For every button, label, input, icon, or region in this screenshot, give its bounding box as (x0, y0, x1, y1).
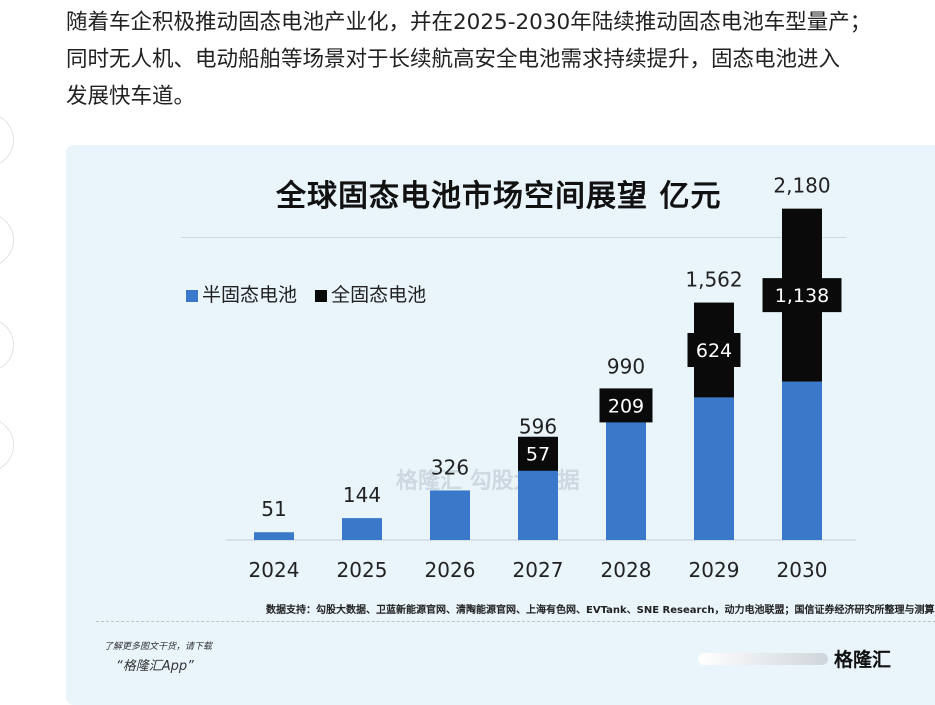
legend-swatch-all-solid (315, 289, 328, 302)
bar-semi-solid-2026 (430, 490, 470, 540)
title-divider (181, 237, 847, 238)
category-label-2024: 2024 (249, 558, 300, 582)
article-line: 随着车企积极推动固态电池产业化，并在2025-2030年陆续推动固态电池车型量产… (66, 10, 872, 35)
bar-semi-solid-2025 (342, 518, 382, 540)
legend-swatch-semi-solid (186, 289, 198, 302)
bar-semi-solid-2024 (254, 532, 294, 540)
category-label-2025: 2025 (337, 558, 388, 582)
promo-line-1: 了解更多图文干货，请下载 (104, 642, 213, 652)
side-action-button[interactable] (0, 113, 14, 167)
segment-label-box-2029 (687, 333, 741, 367)
total-label-2029: 1,562 (685, 268, 742, 292)
total-label-2027: 596 (519, 414, 557, 438)
promo-line-2: “格隆汇App” (116, 659, 194, 674)
segment-label-2028: 209 (608, 395, 644, 417)
side-action-button[interactable] (0, 418, 14, 472)
segment-label-box-2027 (518, 436, 558, 471)
legend-label-semi-solid: 半固态电池 (202, 284, 298, 306)
article-text: 随着车企积极推动固态电池产业化，并在2025-2030年陆续推动固态电池车型量产… (66, 4, 935, 115)
side-action-button[interactable] (0, 318, 14, 372)
total-label-2024: 51 (261, 497, 286, 521)
chart-legend: 半固态电池 全固态电池 (186, 280, 438, 307)
segment-label-box-2028 (599, 388, 653, 423)
segment-label-2029: 624 (696, 340, 732, 362)
category-label-2028: 2028 (601, 558, 652, 582)
total-label-2028: 990 (607, 355, 645, 379)
category-label-2026: 2026 (425, 558, 476, 582)
article-line: 发展快车道。 (66, 84, 196, 109)
bar-semi-solid-2030 (782, 381, 822, 540)
category-label-2029: 2029 (689, 558, 740, 582)
category-label-2027: 2027 (513, 558, 564, 582)
brand-logo: 格隆汇 (834, 649, 892, 671)
legend-item-all-solid: 全固态电池 (315, 284, 426, 306)
stacked-bar-chart: 51 2024 144 2025 326 2026 57 596 2027 209 990 2028 6… (226, 174, 856, 582)
segment-label-2030: 1,138 (775, 285, 829, 307)
category-label-2030: 2030 (777, 558, 828, 582)
article-line: 同时无人机、电动船舶等场景对于长续航高安全电池需求持续提升，固态电池进入 (66, 47, 841, 72)
segment-label-box-2030 (762, 278, 842, 313)
bar-semi-solid-2027 (518, 458, 558, 540)
promo-divider (96, 621, 935, 622)
total-label-2030: 2,180 (773, 174, 830, 198)
chart-title: 全球固态电池市场空间展望 亿元 (276, 179, 722, 214)
bar-semi-solid-2028 (606, 421, 646, 540)
legend-label-all-solid: 全固态电池 (331, 284, 427, 306)
total-label-2025: 144 (343, 483, 381, 507)
chart-image-card: 全球固态电池市场空间展望 亿元 半固态电池 全固态电池 格隆汇 勾股大数据 51… (66, 145, 935, 705)
total-label-2026: 326 (431, 455, 469, 479)
segment-label-2027: 57 (526, 444, 550, 466)
legend-item-semi-solid: 半固态电池 (186, 284, 303, 306)
bar-semi-solid-2029 (694, 397, 734, 540)
image-toggle-bar (698, 653, 828, 665)
source-note: 数据支持：勾股大数据、卫蓝新能源官网、清陶能源官网、上海有色网、EVTank、S… (266, 605, 935, 616)
side-action-button[interactable] (0, 213, 14, 267)
